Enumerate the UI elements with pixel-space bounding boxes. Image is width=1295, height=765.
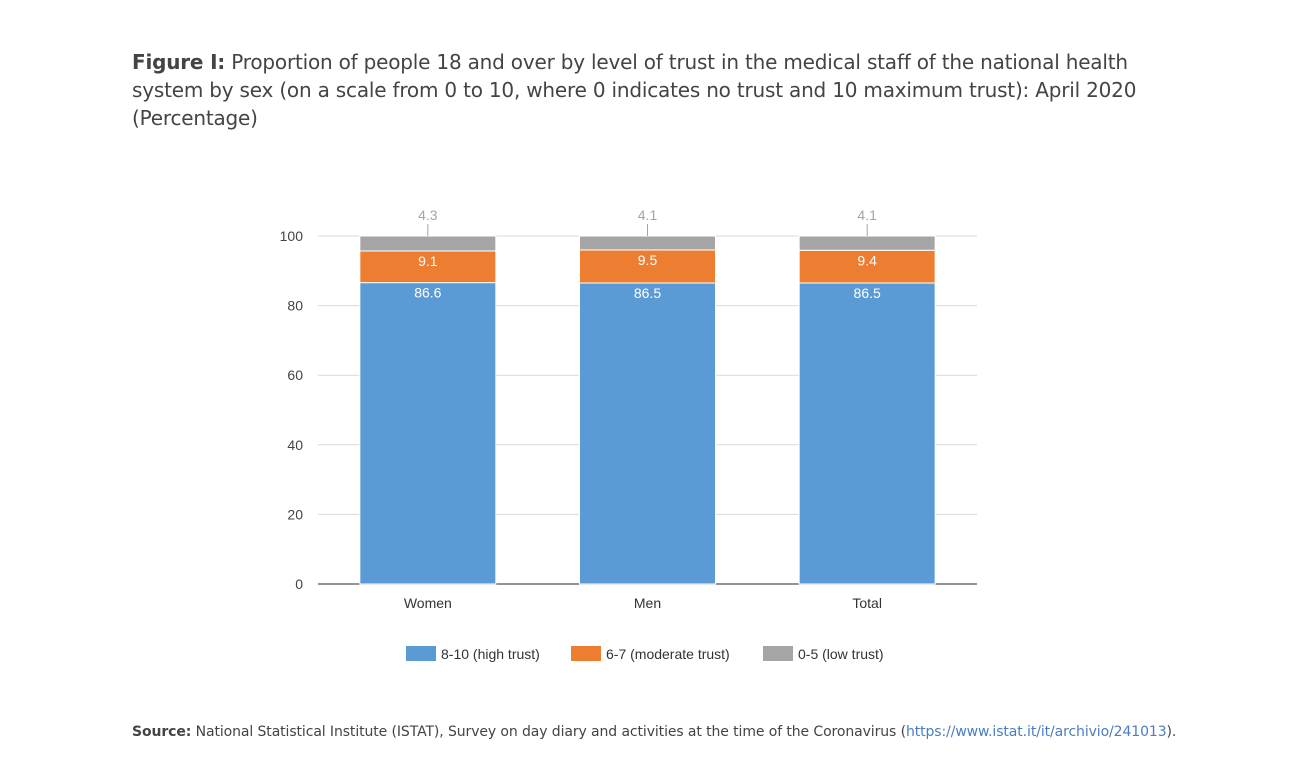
source-label: Source: <box>132 724 192 740</box>
bar-2-total <box>798 235 936 251</box>
data-label: 4.1 <box>638 207 658 223</box>
bar-2-women <box>359 235 497 252</box>
bar-2-men <box>579 235 716 251</box>
legend-swatch <box>406 646 436 661</box>
y-tick-label: 40 <box>287 437 303 453</box>
y-tick-label: 80 <box>287 298 303 314</box>
data-label: 4.1 <box>857 207 877 223</box>
bar-0-total <box>798 282 936 585</box>
x-tick-label: Total <box>852 595 882 611</box>
bar-1-total <box>798 249 936 284</box>
bar-0-men <box>579 282 716 585</box>
y-tick-label: 20 <box>287 506 303 522</box>
legend-label: 6-7 (moderate trust) <box>606 646 730 662</box>
source-note: Source: National Statistical Institute (… <box>132 724 1176 740</box>
bar-0-women <box>359 282 497 585</box>
data-label: 86.6 <box>414 285 441 301</box>
data-label: 9.4 <box>857 252 877 268</box>
figure-title-prefix: Figure I: <box>132 50 226 74</box>
x-tick-label: Women <box>404 595 452 611</box>
bar-1-men <box>579 249 716 284</box>
y-tick-label: 60 <box>287 367 303 383</box>
source-text: National Statistical Institute (ISTAT), … <box>195 724 906 740</box>
y-tick-label: 100 <box>280 228 304 244</box>
x-tick-label: Men <box>634 595 661 611</box>
data-label: 86.5 <box>854 285 881 301</box>
legend-swatch <box>571 646 601 661</box>
source-suffix: ). <box>1166 724 1177 740</box>
data-label: 86.5 <box>634 285 661 301</box>
figure-title-text: Proportion of people 18 and over by leve… <box>132 50 1137 130</box>
legend-label: 0-5 (low trust) <box>798 646 884 662</box>
source-link[interactable]: https://www.istat.it/it/archivio/241013 <box>905 724 1167 740</box>
figure-title: Figure I: Proportion of people 18 and ov… <box>132 48 1142 132</box>
legend-label: 8-10 (high trust) <box>441 646 540 662</box>
legend-swatch <box>763 646 793 661</box>
data-label: 9.1 <box>418 253 438 269</box>
y-tick-label: 0 <box>295 576 303 592</box>
data-label: 4.3 <box>418 207 438 223</box>
data-label: 9.5 <box>638 252 658 268</box>
